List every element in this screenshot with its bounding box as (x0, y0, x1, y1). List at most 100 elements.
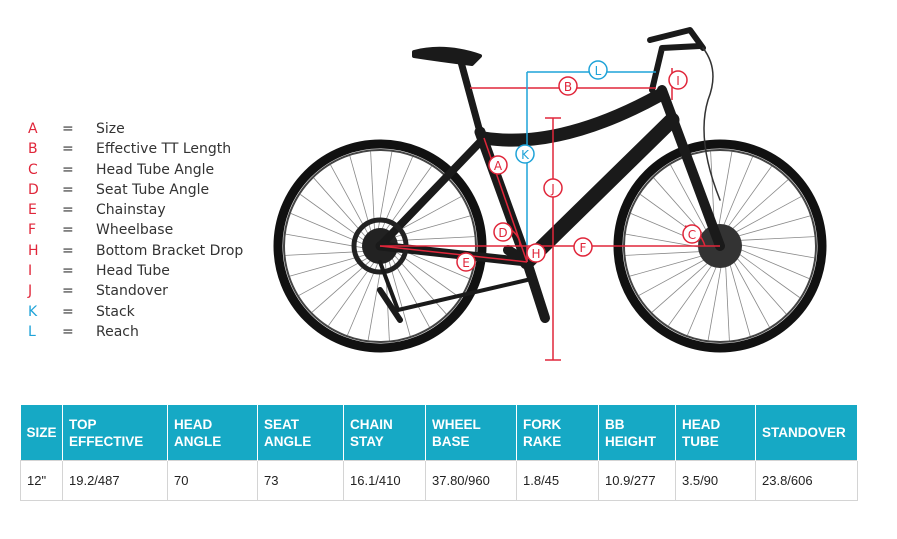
legend-item: A = Size (28, 119, 278, 139)
svg-text:B: B (564, 80, 572, 94)
legend-item: H = Bottom Bracket Drop (28, 241, 278, 261)
legend-item: K = Stack (28, 302, 278, 322)
legend-label: Effective TT Length (96, 141, 232, 158)
table-cell: 23.8/606 (755, 460, 858, 501)
svg-text:D: D (498, 226, 507, 240)
svg-text:K: K (521, 148, 530, 162)
legend-label: Wheelbase (96, 222, 174, 239)
table-cell: 19.2/487 (62, 460, 168, 501)
spoke (730, 236, 815, 242)
legend-equals: = (62, 161, 74, 178)
spoke (731, 245, 810, 279)
table-row: 12" 19.2/487 70 73 16.1/410 37.80/960 1.8/45 10… (20, 460, 858, 501)
legend-label: Head Tube Angle (96, 161, 215, 178)
table-cell: 10.9/277 (598, 460, 676, 501)
bike-frame (351, 27, 725, 323)
table-cell: 37.80/960 (425, 460, 517, 501)
legend-label: Head Tube (96, 263, 170, 280)
legend-equals: = (62, 202, 74, 219)
column-header: HEAD ANGLE (167, 405, 258, 461)
legend-label: Stack (96, 303, 135, 320)
legend-letter: A (28, 121, 38, 137)
legend-letter: F (28, 222, 37, 239)
legend-label: Reach (96, 323, 139, 340)
table-header-row: SIZE TOP EFFECTIVE HEAD ANGLE SEAT ANGLE CHA… (20, 405, 858, 461)
legend-label: Standover (96, 283, 168, 300)
spoke (670, 164, 711, 239)
column-header: SEAT ANGLE (257, 405, 344, 461)
legend-equals: = (62, 242, 74, 259)
svg-text:I: I (676, 74, 680, 88)
svg-text:J: J (550, 182, 555, 196)
legend-equals: = (62, 283, 74, 300)
legend-equals: = (62, 323, 74, 340)
marker-L: L (588, 60, 608, 80)
legend-letter: H (28, 242, 39, 259)
svg-text:F: F (580, 241, 587, 255)
table-cell: 12" (20, 460, 63, 501)
geometry-table: SIZE TOP EFFECTIVE HEAD ANGLE SEAT ANGLE CHA… (20, 405, 858, 501)
column-header: WHEEL BASE (425, 405, 517, 461)
svg-text:L: L (595, 64, 602, 78)
legend-equals: = (62, 303, 74, 320)
spoke (731, 248, 800, 298)
marker-F: F (573, 237, 593, 257)
svg-text:C: C (688, 228, 696, 242)
svg-text:H: H (531, 247, 540, 261)
legend-letter: B (28, 141, 38, 158)
spoke (724, 179, 789, 236)
legend-letter: C (28, 161, 38, 178)
legend-label: Chainstay (96, 202, 166, 219)
spoke (729, 215, 811, 239)
legend-equals: = (62, 263, 74, 280)
table-cell: 73 (257, 460, 344, 501)
legend-item: F = Wheelbase (28, 220, 278, 240)
column-header: CHAIN STAY (343, 405, 426, 461)
legend-label: Bottom Bracket Drop (96, 242, 244, 259)
spoke (687, 257, 721, 336)
spoke (668, 257, 718, 326)
spoke (724, 256, 730, 341)
legend-equals: = (62, 141, 74, 158)
column-header: BB HEIGHT (598, 405, 676, 461)
legend-letter: E (28, 202, 37, 219)
marker-B: B (558, 76, 578, 96)
legend-label: Seat Tube Angle (96, 181, 210, 198)
column-header: STANDOVER (755, 405, 858, 461)
spoke (727, 196, 802, 237)
legend-equals: = (62, 222, 74, 239)
spoke (716, 151, 733, 235)
spoke (729, 253, 770, 328)
column-header: HEAD TUBE (675, 405, 756, 461)
spoke (730, 250, 787, 315)
legend-item: C = Head Tube Angle (28, 160, 278, 180)
marker-J: J (543, 178, 563, 198)
legend-letter: I (28, 263, 33, 280)
spoke (719, 156, 753, 235)
marker-K: K (515, 144, 535, 164)
legend-letter: K (28, 303, 38, 320)
legend-equals: = (62, 181, 74, 198)
legend-item: L = Reach (28, 322, 278, 342)
marker-C: C (682, 224, 702, 244)
marker-E: E (456, 252, 476, 272)
column-header: SIZE (20, 405, 63, 461)
legend-item: J = Standover (28, 281, 278, 301)
marker-A: A (488, 155, 508, 175)
spoke (731, 242, 815, 259)
legend-item: E = Chainstay (28, 200, 278, 220)
spoke (625, 250, 710, 256)
geometry-legend: A = Size B = Effective TT Length C = Head Tube A… (28, 119, 278, 342)
legend-equals: = (62, 121, 74, 137)
marker-D: D (493, 222, 513, 242)
column-header: FORK RAKE (516, 405, 599, 461)
legend-item: B = Effective TT Length (28, 139, 278, 159)
spoke (651, 256, 716, 313)
svg-text:A: A (494, 159, 503, 173)
table-cell: 16.1/410 (343, 460, 426, 501)
legend-item: D = Seat Tube Angle (28, 180, 278, 200)
column-header: TOP EFFECTIVE (62, 405, 168, 461)
legend-label: Size (96, 121, 125, 137)
spoke (638, 255, 713, 296)
spoke (727, 255, 751, 337)
